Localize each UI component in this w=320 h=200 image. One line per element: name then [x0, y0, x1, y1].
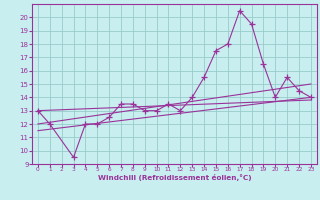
- X-axis label: Windchill (Refroidissement éolien,°C): Windchill (Refroidissement éolien,°C): [98, 174, 251, 181]
